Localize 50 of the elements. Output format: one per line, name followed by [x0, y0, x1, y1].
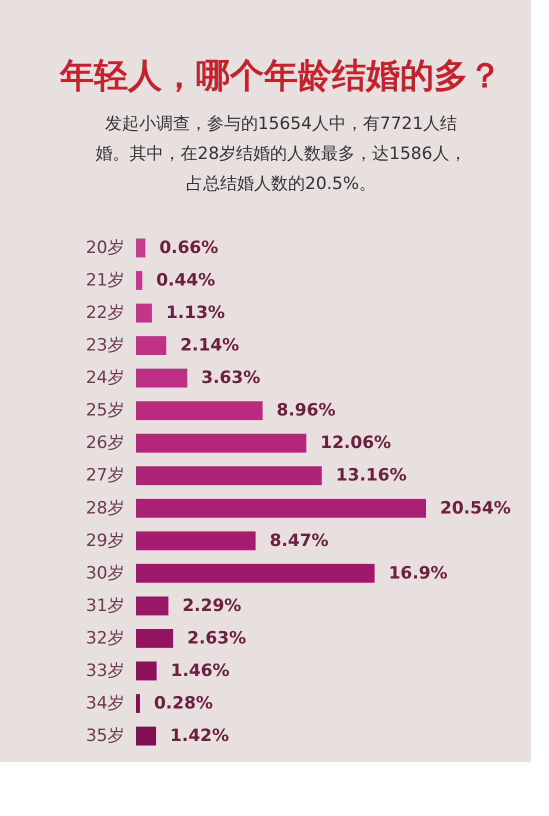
bar [136, 238, 146, 258]
data-label: 1.46% [170, 660, 230, 681]
bar [136, 304, 152, 322]
y-tick-label: 34岁 [86, 694, 124, 714]
data-label: 0.44% [156, 270, 216, 290]
bar [136, 726, 156, 746]
bar [136, 596, 168, 616]
y-tick-label: 20岁 [86, 238, 124, 258]
bar [136, 271, 142, 290]
y-tick-label: 32岁 [86, 628, 124, 648]
y-tick-label: 30岁 [86, 563, 124, 584]
data-label: 16.9% [388, 563, 448, 584]
data-label: 2.14% [180, 336, 240, 356]
data-label: 12.06% [320, 433, 392, 454]
bar [136, 434, 306, 453]
bar [136, 498, 426, 518]
data-label: 2.29% [182, 596, 242, 616]
bar [136, 564, 375, 583]
y-tick-label: 27岁 [86, 466, 124, 486]
y-tick-label: 29岁 [86, 530, 124, 551]
bar [136, 336, 166, 356]
data-label: 0.28% [154, 694, 213, 714]
y-tick-label: 22岁 [86, 303, 124, 324]
chart-title: 年轻人，哪个年龄结婚的多？ [59, 56, 502, 96]
data-label: 2.63% [187, 628, 246, 648]
y-tick-label: 23岁 [86, 336, 124, 356]
y-tick-label: 35岁 [86, 726, 124, 746]
y-tick-label: 33岁 [86, 660, 124, 681]
data-label: 1.13% [166, 303, 225, 324]
y-tick-label: 26岁 [86, 433, 124, 454]
y-tick-label: 28岁 [86, 498, 124, 518]
y-tick-label: 21岁 [86, 270, 124, 290]
data-label: 3.63% [201, 368, 260, 388]
bar [136, 531, 256, 550]
y-tick-label: 25岁 [86, 400, 124, 421]
data-label: 8.47% [270, 530, 329, 551]
bar [136, 628, 174, 648]
bar [136, 401, 263, 420]
bar [136, 466, 322, 486]
data-label: 8.96% [276, 400, 336, 421]
bar [136, 662, 157, 680]
y-tick-label: 31岁 [86, 596, 124, 616]
bar [136, 368, 188, 388]
data-label: 13.16% [336, 466, 407, 486]
bar [136, 694, 140, 713]
data-label: 1.42% [170, 726, 230, 746]
data-label: 0.66% [159, 238, 218, 258]
chart-subtitle: 发起小调查，参与的15654人中，有7721人结婚。其中，在28岁结婚的人数最多，达1586人，占总结婚人数的20.5%。 [96, 114, 466, 194]
data-label: 20.54% [440, 498, 511, 518]
y-tick-label: 24岁 [86, 368, 124, 388]
